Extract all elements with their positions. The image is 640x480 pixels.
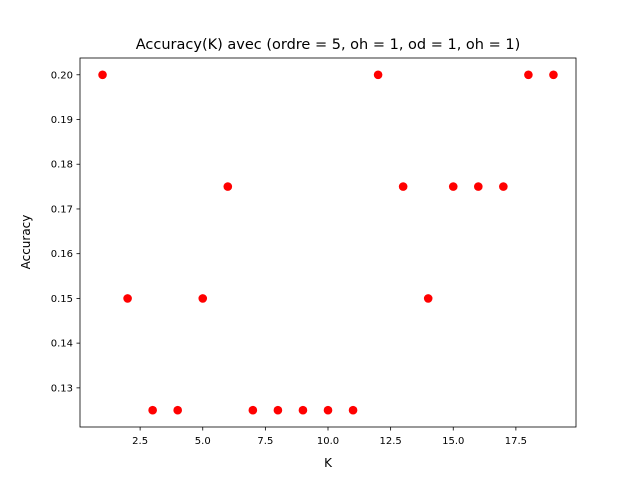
data-point	[373, 70, 383, 80]
y-axis: 0.13 0.14 0.15 0.16 0.17 0.18 0.19 0.20	[51, 70, 80, 394]
x-tick-label: 17.5	[505, 436, 527, 447]
y-tick-label: 0.16	[51, 249, 73, 260]
x-tick-label: 7.5	[257, 436, 273, 447]
data-point	[198, 294, 208, 303]
x-axis: 2.5 5.0 7.5 10.0 12.5 15.0 17.5	[132, 427, 527, 447]
data-point	[524, 70, 533, 80]
x-tick-label: 12.5	[379, 436, 401, 447]
y-tick-label: 0.19	[51, 115, 73, 126]
x-tick-label: 10.0	[317, 436, 339, 447]
y-axis-label: Accuracy	[19, 215, 33, 270]
x-axis-label: K	[324, 456, 333, 470]
data-point	[323, 405, 333, 415]
data-point	[223, 182, 233, 191]
x-tick-label: 2.5	[132, 436, 148, 447]
data-point	[98, 70, 107, 80]
x-tick-label: 15.0	[442, 436, 464, 447]
data-point	[474, 182, 483, 191]
y-tick-label: 0.17	[51, 204, 73, 215]
data-point	[298, 405, 308, 415]
y-tick-label: 0.18	[51, 160, 73, 171]
x-tick-label: 5.0	[195, 436, 211, 447]
y-tick-label: 0.20	[51, 70, 73, 81]
y-tick-label: 0.14	[51, 339, 73, 350]
data-point	[248, 405, 258, 415]
plot-area	[79, 57, 577, 428]
data-points	[98, 70, 558, 415]
data-point	[348, 405, 358, 415]
data-point	[423, 294, 433, 303]
data-point	[448, 182, 458, 191]
data-point	[398, 182, 408, 191]
y-tick-label: 0.13	[51, 383, 73, 394]
data-point	[148, 405, 157, 415]
data-point	[123, 294, 132, 303]
data-point	[499, 182, 508, 191]
chart-title: Accuracy(K) avec (ordre = 5, oh = 1, od …	[136, 37, 520, 53]
data-point	[273, 405, 283, 415]
data-point	[173, 405, 182, 415]
y-tick-label: 0.15	[51, 294, 73, 305]
data-point	[549, 70, 558, 80]
